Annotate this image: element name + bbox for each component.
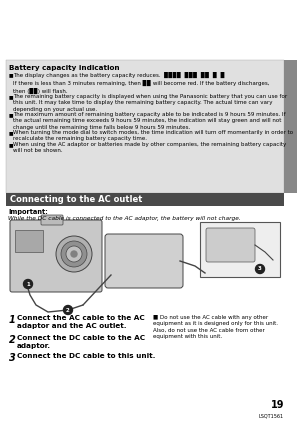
Text: 3: 3 [258, 266, 262, 272]
Text: ■: ■ [9, 130, 14, 135]
Circle shape [66, 246, 82, 262]
Text: The remaining battery capacity is displayed when using the Panasonic battery tha: The remaining battery capacity is displa… [13, 94, 287, 112]
Text: Connect the AC cable to the AC
adaptor and the AC outlet.: Connect the AC cable to the AC adaptor a… [17, 315, 145, 329]
Text: ■: ■ [9, 72, 14, 77]
FancyBboxPatch shape [41, 215, 63, 225]
Circle shape [71, 251, 77, 257]
Bar [200, 222, 280, 277]
Text: Connect the DC cable to this unit.: Connect the DC cable to this unit. [17, 353, 155, 359]
Bar [15, 230, 43, 252]
Text: ■: ■ [9, 94, 14, 99]
FancyBboxPatch shape [10, 220, 102, 292]
Bar [6, 193, 284, 206]
Text: When using the AC adaptor or batteries made by other companies, the remaining ba: When using the AC adaptor or batteries m… [13, 142, 286, 153]
Text: 2: 2 [66, 308, 70, 312]
Text: 19: 19 [271, 400, 284, 410]
Text: ■: ■ [9, 142, 14, 147]
Bar [284, 60, 297, 193]
Circle shape [61, 241, 87, 267]
Text: Connect the DC cable to the AC
adaptor.: Connect the DC cable to the AC adaptor. [17, 335, 145, 349]
Text: Battery capacity indication: Battery capacity indication [9, 65, 120, 71]
Text: Connecting to the AC outlet: Connecting to the AC outlet [10, 195, 142, 204]
Text: The display changes as the battery capacity reduces.  ▉▉▉▉  ▉▉▉  ▉▉  ▉  ▉
If the: The display changes as the battery capac… [13, 72, 269, 94]
Text: 1: 1 [26, 281, 30, 286]
Text: ■: ■ [9, 112, 14, 117]
FancyBboxPatch shape [206, 228, 255, 262]
Text: 2: 2 [9, 335, 16, 345]
Text: Important:: Important: [8, 209, 48, 215]
Bar [6, 60, 284, 193]
Text: The maximum amount of remaining battery capacity able to be indicated is 9 hours: The maximum amount of remaining battery … [13, 112, 286, 130]
Circle shape [256, 264, 265, 274]
FancyBboxPatch shape [105, 234, 183, 288]
Circle shape [64, 306, 73, 314]
Circle shape [23, 280, 32, 289]
Text: LSQT1561: LSQT1561 [259, 413, 284, 418]
Text: While the DC cable is connected to the AC adaptor, the battery will not charge.: While the DC cable is connected to the A… [8, 216, 241, 221]
Text: When turning the mode dial to switch modes, the time indication will turn off mo: When turning the mode dial to switch mod… [13, 130, 293, 142]
Text: ■ Do not use the AC cable with any other
equipment as it is designed only for th: ■ Do not use the AC cable with any other… [153, 315, 278, 339]
Text: 3: 3 [9, 353, 16, 363]
Circle shape [56, 236, 92, 272]
Text: 1: 1 [9, 315, 16, 325]
